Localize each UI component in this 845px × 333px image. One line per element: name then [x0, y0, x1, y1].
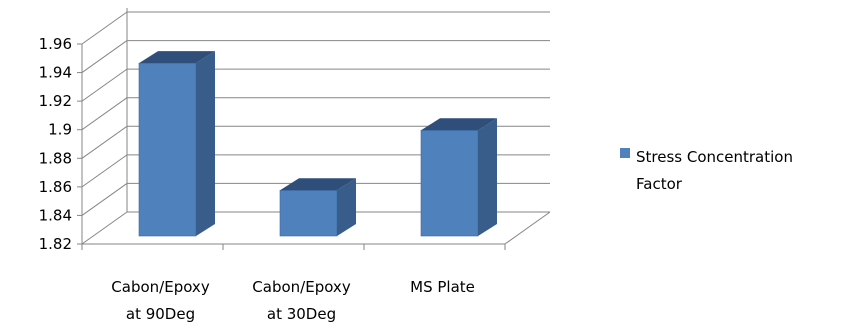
bar [420, 118, 497, 237]
y-tick-label: 1.9 [48, 121, 72, 139]
gridline-diagonal [81, 97, 128, 131]
floor-right-edge [504, 211, 551, 245]
legend: Stress Concentration Factor [620, 148, 793, 193]
x-category-label: MS Plate [410, 278, 475, 296]
x-category-label: at 30Deg [267, 305, 336, 323]
chart-walls [82, 8, 551, 245]
gridline-diagonal [81, 211, 128, 245]
gridline-diagonal [81, 125, 128, 159]
x-category-label: at 90Deg [126, 305, 195, 323]
y-tick-label: 1.82 [39, 235, 72, 253]
gridline-diagonal [81, 154, 128, 188]
y-tick-label: 1.94 [39, 64, 72, 82]
legend-label: Factor [636, 175, 683, 193]
bar [279, 178, 356, 237]
y-tick-label: 1.92 [39, 92, 72, 110]
bars [138, 51, 497, 237]
y-tick-label: 1.88 [39, 149, 72, 167]
y-tick-label: 1.84 [39, 206, 72, 224]
x-axis-labels: Cabon/Epoxy at 90Deg Cabon/Epoxy at 30Deg MS… [81, 244, 506, 323]
gridline-diagonal [81, 40, 128, 73]
gridline-diagonal [81, 183, 128, 216]
y-axis-ticks: 1.82 1.84 1.86 1.88 1.9 1.92 1.94 1.96 [39, 35, 83, 253]
legend-swatch [620, 148, 630, 158]
x-category-label: Cabon/Epoxy [252, 278, 351, 296]
y-tick-label: 1.86 [39, 178, 72, 196]
gridline-diagonal [81, 11, 128, 45]
y-tick-label: 1.96 [39, 35, 72, 53]
gridline-diagonal [81, 68, 128, 102]
legend-label: Stress Concentration [636, 148, 793, 166]
x-category-label: Cabon/Epoxy [111, 278, 210, 296]
bar [138, 51, 215, 237]
